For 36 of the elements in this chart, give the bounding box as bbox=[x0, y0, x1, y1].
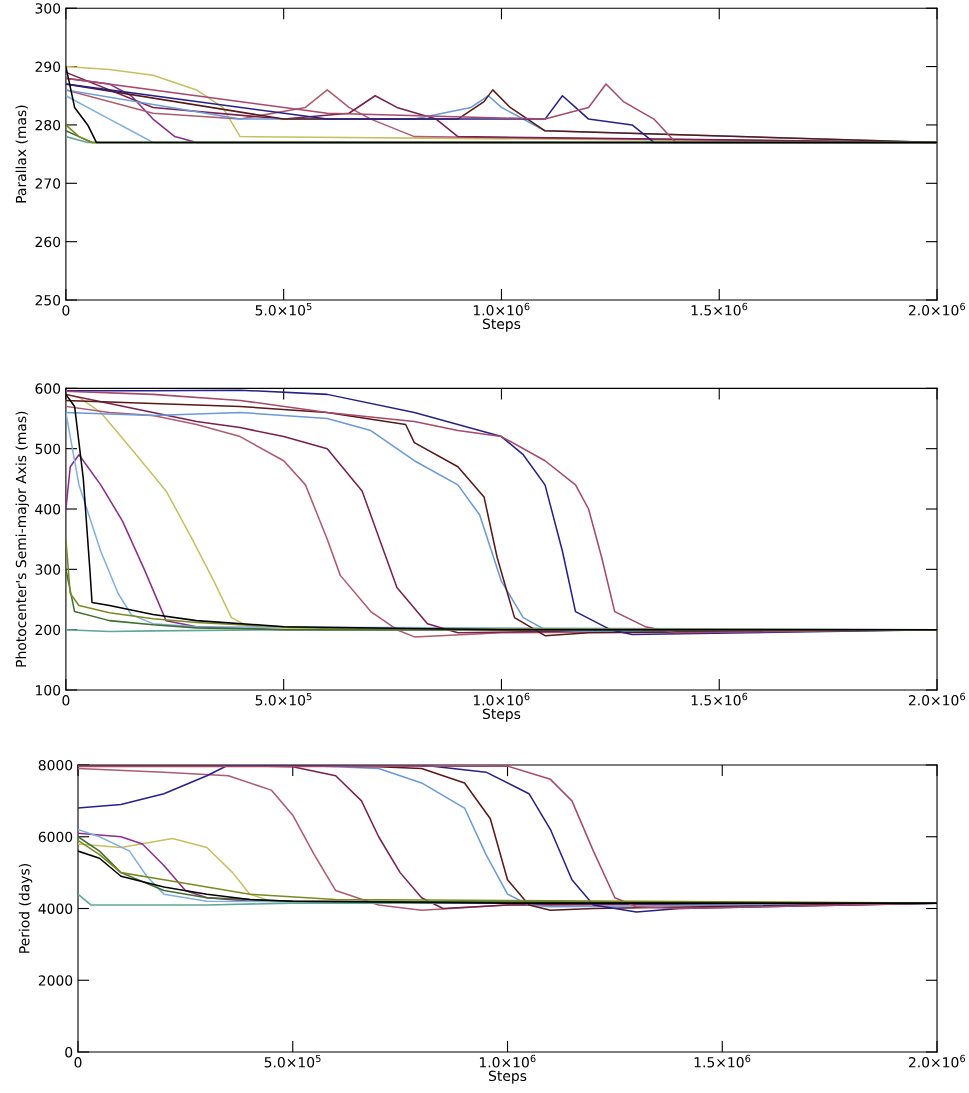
x-tick-label: 1.0×10$^{6}$ bbox=[473, 692, 530, 706]
x-tick-label: 2.0×10$^{6}$ bbox=[908, 692, 966, 706]
y-axis-title: Period (days) bbox=[18, 864, 33, 953]
y-tick-label: 300 bbox=[35, 564, 61, 575]
x-tick-label: 1.0×10$^{6}$ bbox=[473, 302, 530, 316]
x-tick-label: 5.0×10$^{5}$ bbox=[255, 692, 312, 706]
x-axis-title: Steps bbox=[489, 1070, 527, 1084]
y-tick-label: 4000 bbox=[38, 903, 73, 914]
x-tick-label: 1.0×10$^{6}$ bbox=[479, 1054, 536, 1068]
x-tick-label: 1.5×10$^{6}$ bbox=[691, 302, 748, 316]
x-axis-title: Steps bbox=[482, 708, 521, 722]
y-tick-label: 300 bbox=[35, 3, 61, 14]
y-axis-title: Parallax (mas) bbox=[15, 105, 28, 203]
y-tick-label: 400 bbox=[35, 503, 61, 515]
y-tick-label: 0 bbox=[65, 1046, 73, 1058]
x-tick-label: 0 bbox=[74, 1057, 82, 1068]
y-axis-title: Photocenter's Semi-major Axis (mas) bbox=[15, 411, 29, 667]
x-tick-label: 1.5×10$^{6}$ bbox=[691, 692, 748, 706]
y-tick-label: 500 bbox=[35, 443, 61, 455]
x-tick-label: 1.5×10$^{6}$ bbox=[694, 1054, 751, 1068]
y-tick-label: 270 bbox=[35, 178, 61, 189]
x-tick-label: 2.0×10$^{6}$ bbox=[908, 302, 966, 316]
y-tick-label: 280 bbox=[35, 119, 61, 131]
y-tick-label: 200 bbox=[35, 624, 61, 636]
y-tick-label: 290 bbox=[35, 61, 61, 73]
y-tick-label: 250 bbox=[35, 295, 61, 306]
x-tick-label: 2.0×10$^{6}$ bbox=[908, 1054, 966, 1068]
y-tick-label: 600 bbox=[35, 383, 61, 394]
x-tick-label: 5.0×10$^{5}$ bbox=[255, 302, 312, 316]
y-tick-label: 2000 bbox=[38, 975, 73, 986]
x-tick-label: 5.0×10$^{5}$ bbox=[264, 1054, 321, 1068]
y-tick-label: 6000 bbox=[38, 831, 73, 843]
y-tick-label: 100 bbox=[36, 684, 61, 696]
y-tick-label: 260 bbox=[35, 236, 61, 248]
x-axis-title: Steps bbox=[482, 318, 521, 332]
y-tick-label: 8000 bbox=[38, 759, 73, 771]
